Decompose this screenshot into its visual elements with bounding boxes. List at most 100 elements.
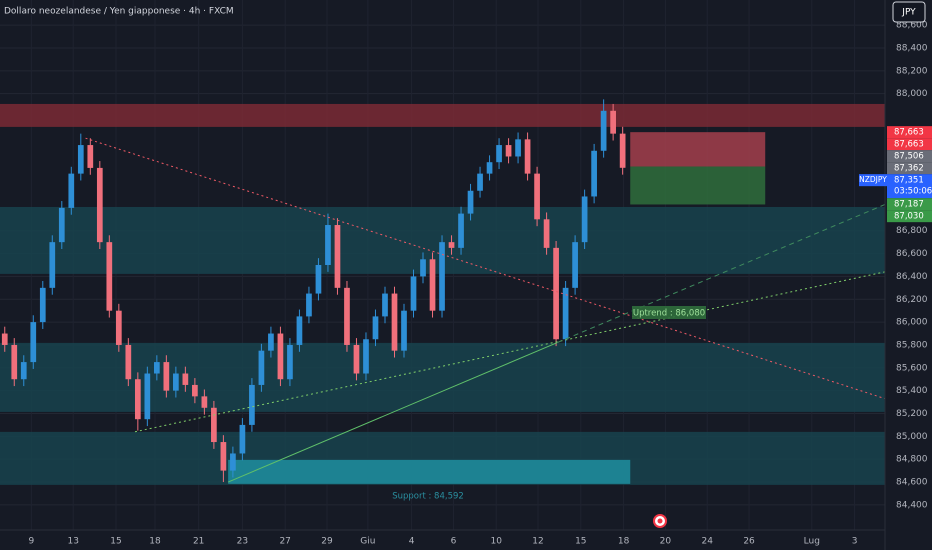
y-tick-label: 86,000 (896, 318, 928, 328)
candle-body (382, 293, 388, 317)
y-tick-label: 86,600 (896, 249, 928, 259)
x-tick-label: 15 (110, 537, 121, 547)
x-tick-label: 18 (618, 537, 630, 547)
candle-body (477, 173, 483, 191)
candle-body (87, 145, 94, 168)
x-tick-label: 27 (279, 537, 290, 547)
currency-label[interactable]: JPY (901, 8, 916, 18)
y-tick-label: 86,200 (896, 295, 928, 305)
candle-body (315, 265, 322, 294)
y-tick-label: 86,400 (896, 272, 928, 282)
event-icon-dot (657, 518, 663, 524)
x-tick-label: 24 (702, 537, 714, 547)
candle-body (467, 190, 474, 214)
x-tick-label: 6 (451, 537, 457, 547)
price-label: 87,187 (894, 200, 924, 210)
candle-body (600, 110, 607, 151)
y-tick-label: 84,400 (896, 500, 928, 510)
x-tick-label: 12 (532, 537, 543, 547)
candle-body (429, 259, 436, 311)
candle-body (115, 310, 122, 345)
zone (630, 132, 766, 167)
candle-body (134, 379, 141, 420)
candle-body (106, 242, 113, 311)
candle-body (391, 293, 398, 351)
price-tag (887, 198, 932, 211)
x-tick-label: Giu (360, 537, 375, 547)
price-label: 87,663 (894, 140, 924, 150)
annotation-box (632, 306, 706, 319)
candle-body (287, 344, 293, 380)
price-label: 87,663 (894, 128, 924, 138)
candle-body (543, 219, 550, 248)
x-tick-label: 9 (29, 537, 35, 547)
annotation: Support : 84,592 (392, 492, 464, 502)
candle-body (534, 173, 540, 220)
candle-body (515, 139, 521, 157)
y-tick-label: 85,400 (896, 386, 928, 396)
candle-body (363, 339, 369, 374)
x-tick-label: 4 (409, 537, 415, 547)
x-tick-label: 18 (149, 537, 161, 547)
zone (0, 103, 885, 127)
x-tick-label: Lug (804, 537, 820, 547)
candle-body (153, 362, 160, 374)
candle-body (439, 242, 445, 311)
candle-body (77, 145, 84, 174)
annotation: Uptrend : 86,080 (633, 309, 705, 319)
candle-body (230, 453, 236, 471)
trend-line (85, 137, 886, 400)
candle-body (306, 293, 312, 317)
candle-body (96, 167, 103, 243)
price-tag (887, 126, 932, 139)
price-label: 87,030 (894, 212, 924, 222)
candle-body (619, 133, 626, 168)
candle-body (20, 362, 27, 380)
candle-body (125, 344, 132, 380)
price-tag (887, 162, 932, 175)
candle-body (572, 242, 578, 288)
candle-body (420, 259, 426, 277)
candle-body (496, 145, 502, 163)
candle-body (325, 225, 331, 265)
x-tick-label: 3 (852, 537, 858, 547)
zone (228, 459, 631, 484)
y-tick-label: 85,600 (896, 363, 928, 373)
candle-body (401, 310, 407, 351)
candle-body (277, 333, 284, 380)
candle-body (486, 162, 493, 174)
candle-body (524, 139, 531, 174)
y-tick-label: 86,800 (896, 226, 928, 236)
candle-body (30, 322, 37, 363)
x-tick-label: 26 (743, 537, 755, 547)
price-label: 87,506 (894, 152, 924, 162)
candle-body (448, 242, 455, 248)
y-tick-label: 88,200 (896, 66, 928, 76)
candle-body (192, 384, 198, 397)
x-tick-label: 15 (575, 537, 586, 547)
y-tick-label: 85,800 (896, 340, 928, 350)
x-tick-label: 21 (193, 537, 204, 547)
x-tick-label: 23 (237, 537, 248, 547)
candle-body (201, 396, 208, 408)
trend-line (227, 342, 558, 483)
candle-body (39, 287, 46, 323)
currency-button[interactable] (892, 1, 926, 23)
candle-body (334, 225, 341, 288)
price-tag (887, 150, 932, 163)
x-tick-label: 10 (490, 537, 502, 547)
x-tick-label: 20 (660, 537, 672, 547)
y-tick-label: 88,400 (896, 43, 928, 53)
candle-body (353, 344, 360, 374)
countdown: 03:50:06 (894, 187, 932, 197)
x-tick-label: 29 (321, 537, 333, 547)
candle-body (610, 110, 616, 134)
price-tag (887, 138, 932, 151)
candle-body (372, 316, 379, 340)
chart-title: Dollaro neozelandese / Yen giapponese · … (4, 7, 234, 17)
price-tag (887, 210, 932, 223)
candle-body (68, 173, 75, 208)
candle-body (410, 276, 417, 311)
